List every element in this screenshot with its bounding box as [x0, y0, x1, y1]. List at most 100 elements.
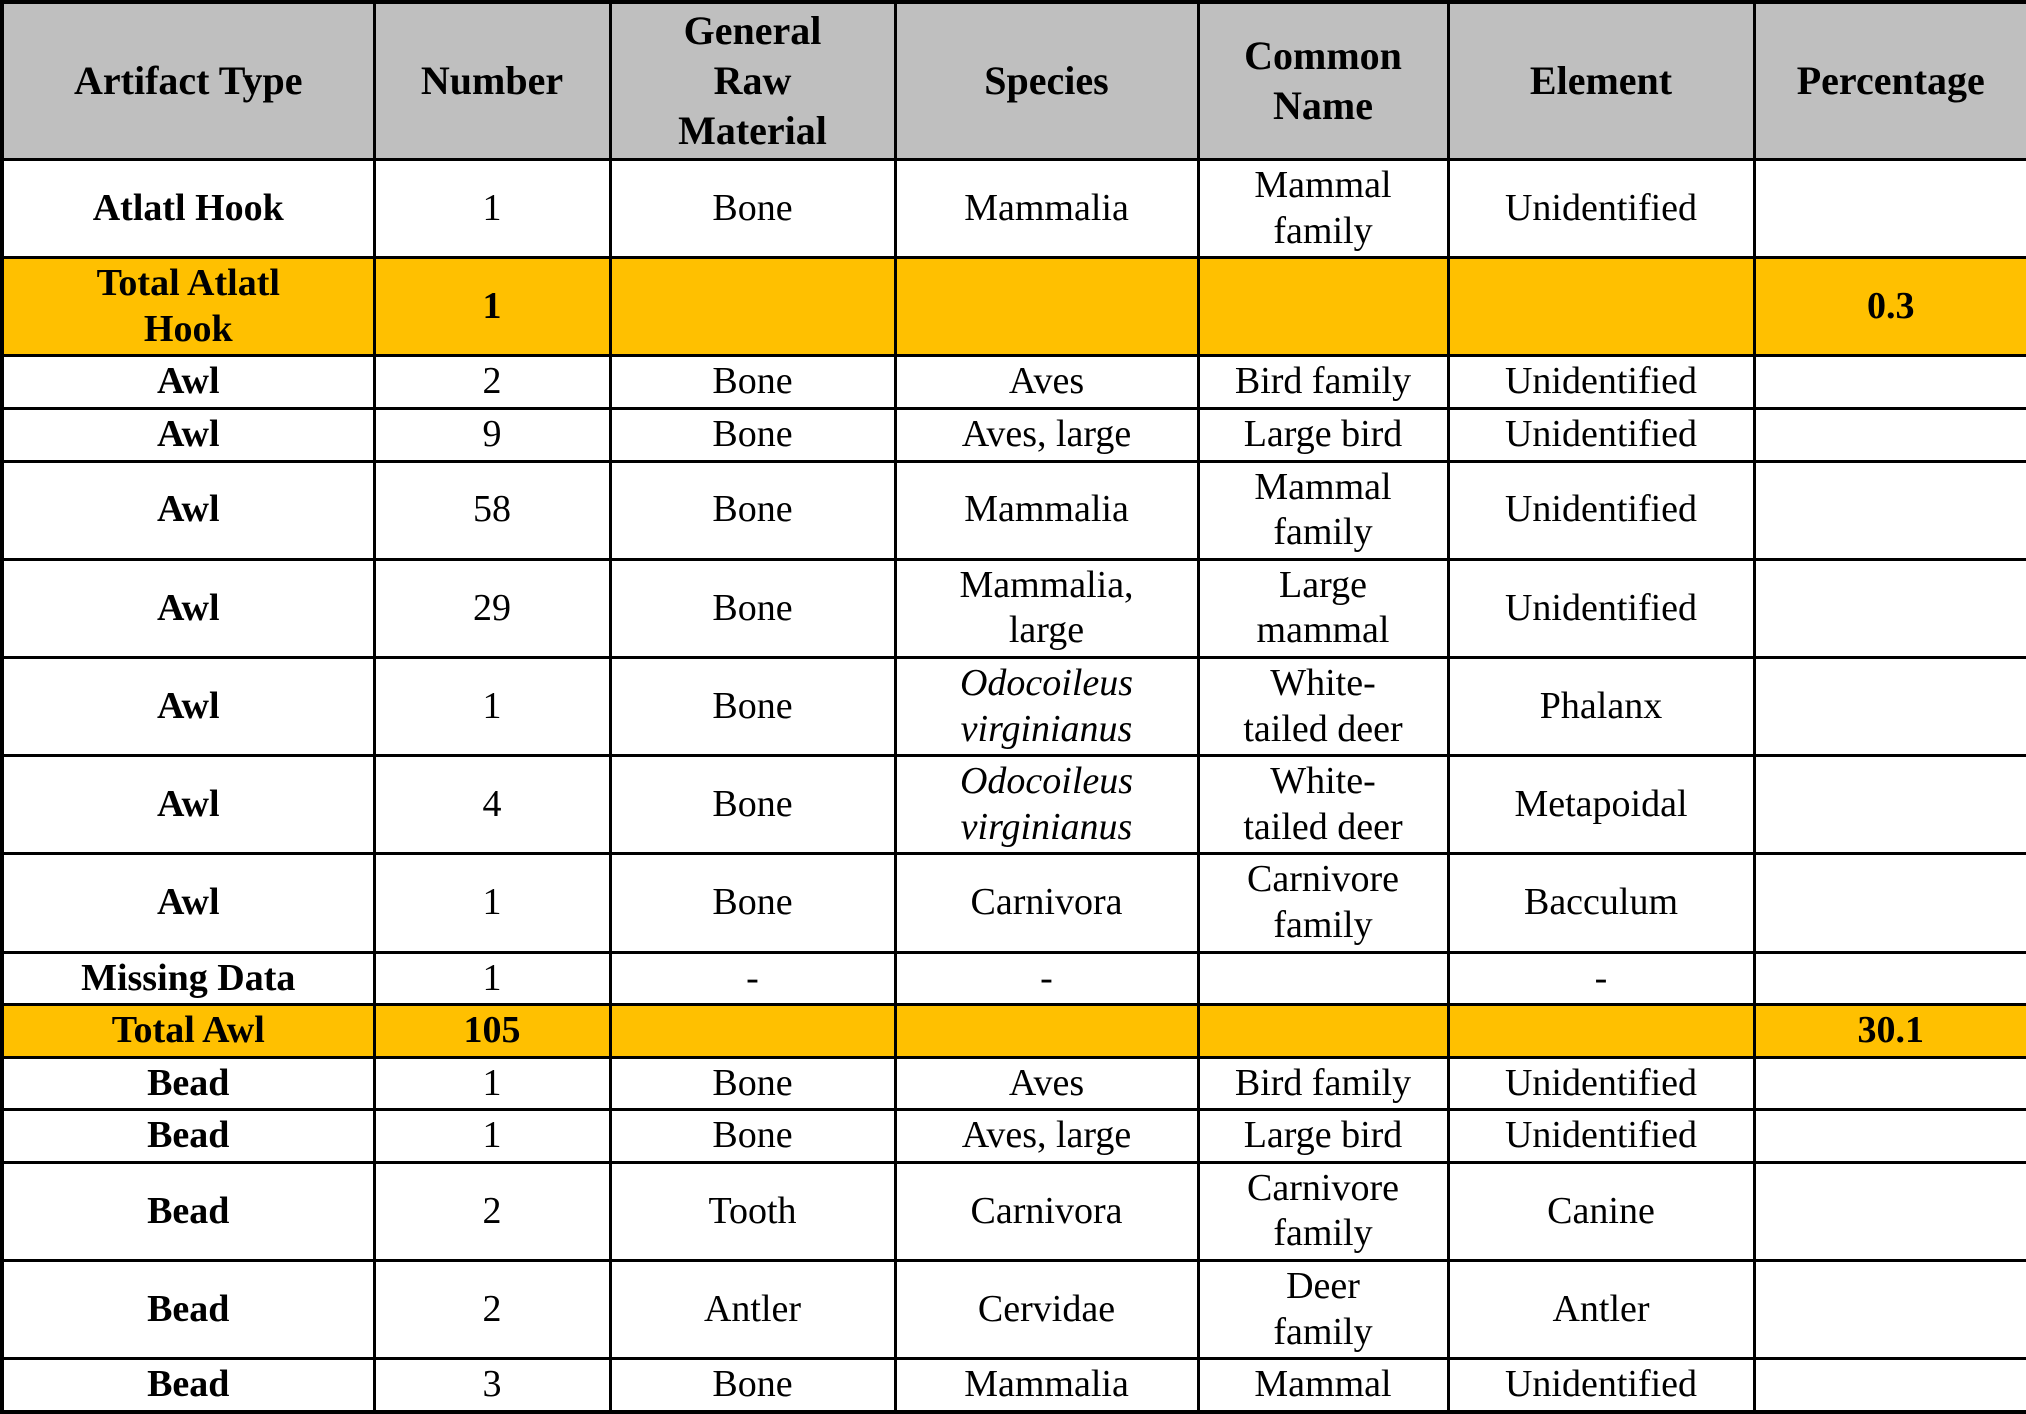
cell-material: Bone [608, 754, 897, 856]
cell-species: Odocoileus virginianus [893, 754, 1200, 856]
cell-material: Bone [608, 354, 897, 410]
cell-artifact-type: Missing Data [0, 950, 376, 1007]
cell-material: Bone [608, 557, 897, 659]
cell-common-name [1196, 1003, 1450, 1059]
table-row: Bead 1 Bone Aves, large Large bird Unidentifi… [0, 1108, 2026, 1164]
cell-artifact-type: Bead [0, 1259, 376, 1361]
cell-material: Bone [608, 406, 897, 463]
cell-number: 1 [372, 256, 612, 358]
cell-number: 1 [372, 950, 612, 1007]
cell-percentage [1752, 754, 2026, 856]
cell-species: Mammalia, large [893, 557, 1200, 659]
cell-material [608, 1003, 897, 1059]
header-cell-species: Species [893, 0, 1200, 161]
header-cell-common-name: Common Name [1196, 0, 1450, 161]
cell-species: Mammalia [893, 459, 1200, 561]
cell-element: Unidentified [1446, 157, 1756, 260]
cell-common-name: Carnivore family [1196, 852, 1450, 954]
cell-common-name [1196, 950, 1450, 1007]
cell-common-name: Mammal family [1196, 459, 1450, 561]
cell-common-name: Deer family [1196, 1259, 1450, 1361]
cell-material: Bone [608, 459, 897, 561]
cell-material: Tooth [608, 1160, 897, 1263]
cell-artifact-type: Awl [0, 557, 376, 659]
table-row: Bead 2 Tooth Carnivora Carnivore family Canin… [0, 1160, 2026, 1263]
cell-material: Bone [608, 852, 897, 954]
cell-percentage [1752, 354, 2026, 410]
cell-species: Carnivora [893, 1160, 1200, 1263]
cell-species: Mammalia [893, 157, 1200, 260]
cell-artifact-type: Total Atlatl Hook [0, 256, 376, 358]
cell-artifact-type: Bead [0, 1055, 376, 1112]
cell-common-name: Large mammal [1196, 557, 1450, 659]
table-row: Awl 1 Bone Odocoileus virginianus White- tai… [0, 655, 2026, 758]
cell-element: Unidentified [1446, 459, 1756, 561]
table-row: Awl 58 Bone Mammalia Mammal family Unidentifi… [0, 459, 2026, 561]
cell-species: Aves, large [893, 406, 1200, 463]
total-row: Total Awl 105 30.1 [0, 1003, 2026, 1059]
cell-artifact-type: Bead [0, 1108, 376, 1164]
table-row: Awl 1 Bone Carnivora Carnivore family Bacculu… [0, 852, 2026, 954]
cell-element: Phalanx [1446, 655, 1756, 758]
cell-material: Antler [608, 1259, 897, 1361]
cell-artifact-type: Awl [0, 406, 376, 463]
cell-number: 9 [372, 406, 612, 463]
cell-element [1446, 1003, 1756, 1059]
cell-common-name: Large bird [1196, 406, 1450, 463]
cell-number: 2 [372, 354, 612, 410]
cell-percentage [1752, 1108, 2026, 1164]
cell-element: Bacculum [1446, 852, 1756, 954]
cell-element: Canine [1446, 1160, 1756, 1263]
cell-percentage [1752, 852, 2026, 954]
cell-percentage [1752, 406, 2026, 463]
cell-percentage [1752, 950, 2026, 1007]
table-row: Awl 29 Bone Mammalia, large Large mammal Unid… [0, 557, 2026, 659]
cell-material: - [608, 950, 897, 1007]
cell-percentage [1752, 157, 2026, 260]
cell-percentage [1752, 1259, 2026, 1361]
cell-material: Bone [608, 1055, 897, 1112]
cell-number: 1 [372, 157, 612, 260]
cell-percentage [1752, 655, 2026, 758]
cell-artifact-type: Awl [0, 754, 376, 856]
cell-material [608, 256, 897, 358]
cell-common-name: White- tailed deer [1196, 655, 1450, 758]
table-row: Atlatl Hook 1 Bone Mammalia Mammal family Uni… [0, 157, 2026, 260]
cell-element: Unidentified [1446, 406, 1756, 463]
cell-common-name: Mammal family [1196, 157, 1450, 260]
header-cell-material: General Raw Material [608, 0, 897, 161]
cell-number: 4 [372, 754, 612, 856]
cell-number: 2 [372, 1259, 612, 1361]
total-row: Total Atlatl Hook 1 0.3 [0, 256, 2026, 358]
cell-common-name: Large bird [1196, 1108, 1450, 1164]
cell-artifact-type: Awl [0, 459, 376, 561]
cell-material: Bone [608, 1108, 897, 1164]
header-cell-percentage: Percentage [1752, 0, 2026, 161]
header-cell-artifact-type: Artifact Type [0, 0, 376, 161]
table-row: Awl 9 Bone Aves, large Large bird Unidentifie… [0, 406, 2026, 463]
cell-percentage [1752, 1160, 2026, 1263]
table-row: Bead 2 Antler Cervidae Deer family Antler [0, 1259, 2026, 1361]
cell-element: Unidentified [1446, 354, 1756, 410]
cell-common-name: Bird family [1196, 354, 1450, 410]
cell-number: 1 [372, 852, 612, 954]
cell-species: Aves [893, 1055, 1200, 1112]
cell-number: 105 [372, 1003, 612, 1059]
cell-element: Unidentified [1446, 1108, 1756, 1164]
cell-material: Bone [608, 157, 897, 260]
cell-artifact-type: Awl [0, 655, 376, 758]
cell-number: 1 [372, 1055, 612, 1112]
table-body: Atlatl Hook 1 Bone Mammalia Mammal family Uni… [0, 157, 2026, 1414]
cell-number: 29 [372, 557, 612, 659]
cell-number: 1 [372, 655, 612, 758]
cell-number: 2 [372, 1160, 612, 1263]
cell-artifact-type: Atlatl Hook [0, 157, 376, 260]
cell-species [893, 1003, 1200, 1059]
header-cell-element: Element [1446, 0, 1756, 161]
cell-species: Cervidae [893, 1259, 1200, 1361]
cell-element: Antler [1446, 1259, 1756, 1361]
cell-species: - [893, 950, 1200, 1007]
table-row: Awl 4 Bone Odocoileus virginianus White- tai… [0, 754, 2026, 856]
cell-number: 58 [372, 459, 612, 561]
cell-element: - [1446, 950, 1756, 1007]
